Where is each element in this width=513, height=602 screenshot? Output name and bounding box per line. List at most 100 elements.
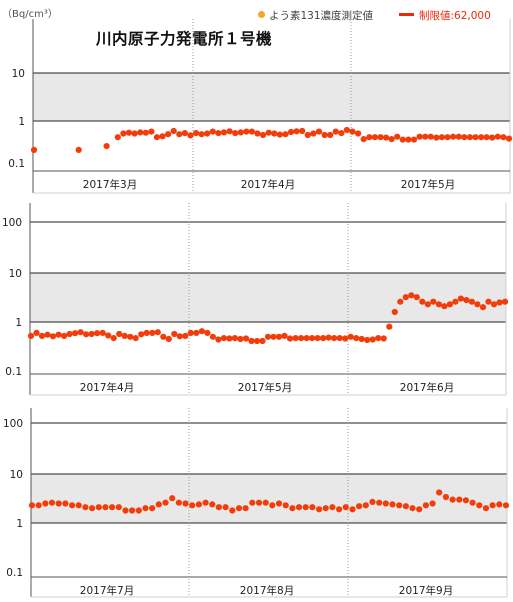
data-point <box>416 133 423 140</box>
data-point <box>33 329 40 336</box>
data-point <box>215 130 222 137</box>
data-point <box>44 331 51 338</box>
data-point <box>436 489 443 496</box>
data-point <box>102 504 109 511</box>
data-point <box>375 335 382 342</box>
data-point <box>402 503 409 510</box>
data-point <box>237 129 244 136</box>
data-point <box>338 130 345 137</box>
data-point <box>153 134 160 141</box>
data-point <box>380 335 387 342</box>
data-point <box>438 134 445 141</box>
data-point <box>204 130 211 137</box>
data-point <box>204 329 211 336</box>
data-point <box>270 333 277 340</box>
data-point <box>314 335 321 342</box>
data-point <box>446 301 453 308</box>
data-point <box>99 329 106 336</box>
data-point <box>175 499 182 506</box>
data-point <box>275 500 283 507</box>
data-point <box>132 335 139 342</box>
data-point <box>265 129 272 136</box>
data-point <box>159 133 166 140</box>
data-point <box>490 301 498 308</box>
data-point <box>148 128 155 135</box>
unit-label: （Bq/cm³） <box>2 9 58 20</box>
data-point <box>237 335 244 343</box>
data-point <box>195 501 202 508</box>
data-point <box>165 335 172 343</box>
data-point <box>282 502 289 509</box>
data-point <box>165 131 172 138</box>
data-point <box>501 298 509 305</box>
data-point <box>276 131 283 138</box>
data-point <box>295 504 303 511</box>
chart-panel-3: 100 10 1 0.1 2017年7月 2017年8月 2017年9月 <box>3 408 510 598</box>
data-point <box>358 335 365 343</box>
data-point <box>122 507 129 514</box>
data-point <box>95 504 102 511</box>
data-point <box>303 335 310 342</box>
data-point <box>243 128 250 135</box>
data-point <box>160 333 167 340</box>
data-point <box>371 134 378 141</box>
data-point <box>88 330 95 338</box>
data-point <box>309 335 316 342</box>
data-point <box>215 336 222 343</box>
data-point <box>193 130 200 137</box>
data-point <box>49 333 57 340</box>
data-point <box>388 136 395 143</box>
data-point <box>149 505 156 512</box>
data-point <box>282 131 289 138</box>
data-point <box>466 134 473 141</box>
data-point <box>457 295 464 302</box>
data-point <box>61 332 68 339</box>
data-point <box>349 506 356 513</box>
data-point <box>355 130 362 137</box>
data-point <box>489 502 496 509</box>
data-point <box>320 335 327 342</box>
data-point <box>452 298 459 305</box>
data-point <box>220 129 228 136</box>
data-point <box>262 499 269 506</box>
data-point <box>396 502 403 509</box>
data-point <box>198 328 205 335</box>
data-point <box>229 507 236 514</box>
data-point <box>226 128 233 135</box>
data-point <box>376 499 383 506</box>
data-point <box>302 504 309 511</box>
data-point <box>489 134 496 141</box>
data-point <box>77 329 84 336</box>
data-point <box>286 335 294 342</box>
data-point <box>478 134 485 141</box>
y-tick-label: 10 <box>12 68 25 80</box>
data-point <box>232 130 239 137</box>
data-point <box>155 501 162 508</box>
data-point <box>75 146 82 153</box>
data-point <box>315 128 323 135</box>
data-point <box>377 134 384 141</box>
data-point <box>429 500 436 507</box>
data-point <box>479 304 487 311</box>
data-point <box>115 504 122 511</box>
data-point <box>222 504 229 511</box>
data-point <box>485 298 492 305</box>
data-point <box>310 130 317 137</box>
data-point <box>399 136 406 143</box>
x-month-label: 2017年8月 <box>240 584 294 597</box>
data-point <box>433 134 440 141</box>
data-point <box>235 505 243 512</box>
data-point <box>275 333 283 340</box>
chart-panel-1: 10 1 0.1 2017年3月 2017年4月 2017年5月 <box>8 19 513 194</box>
data-point <box>427 133 434 140</box>
x-month-label: 2017年7月 <box>80 584 134 597</box>
data-point <box>198 131 205 138</box>
data-point <box>364 336 371 344</box>
data-point <box>482 505 490 512</box>
data-point <box>494 133 501 140</box>
data-point <box>292 335 299 342</box>
data-point <box>127 333 134 340</box>
data-point <box>397 298 404 305</box>
data-point <box>483 134 490 141</box>
